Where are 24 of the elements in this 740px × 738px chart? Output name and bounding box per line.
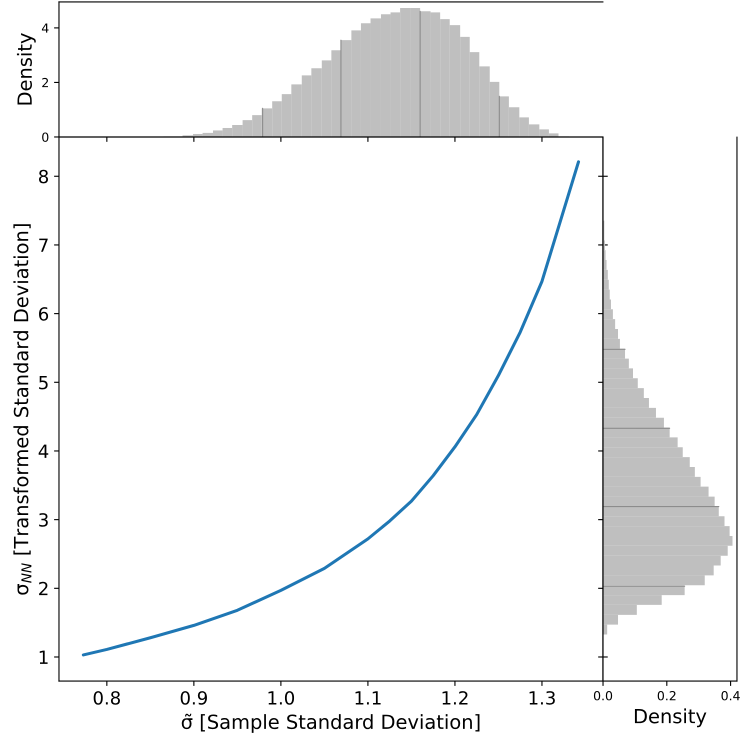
y-tick-label: 3 [39, 513, 48, 527]
y-tick-label: 6 [39, 307, 48, 321]
x-tick-label: 1.3 [530, 691, 555, 705]
x-tick-label: 0.4 [721, 690, 740, 700]
x-axis-title: σ̃ [Sample Standard Deviation] [182, 714, 480, 733]
y-tick-label: 1 [40, 650, 48, 664]
y-tick-label: 2 [39, 582, 48, 596]
x-axis-title: Density [634, 708, 706, 728]
y-tick-label: 8 [38, 170, 48, 184]
x-tick-label: 0.8 [94, 691, 120, 705]
x-tick-label: 0.0 [594, 690, 612, 700]
y-tick-label: 4 [38, 444, 48, 458]
x-tick-label: 1.2 [442, 691, 468, 704]
y-tick-label: 0 [42, 132, 48, 142]
y-axis-title: Density [16, 33, 36, 105]
y-tick-label: 4 [42, 24, 49, 33]
y-tick-label: 7 [39, 238, 48, 252]
x-tick-label: 0.9 [180, 691, 207, 705]
y-tick-label: 5 [39, 376, 48, 390]
x-tick-label: 1.1 [356, 691, 381, 704]
x-tick-label: 1.0 [268, 691, 294, 705]
x-tick-label: 0.2 [658, 690, 676, 700]
y-axis-title: σ$_{NN}$ [Transformed Standard Deviation] [13, 224, 32, 595]
y-tick-label: 2 [42, 78, 48, 88]
